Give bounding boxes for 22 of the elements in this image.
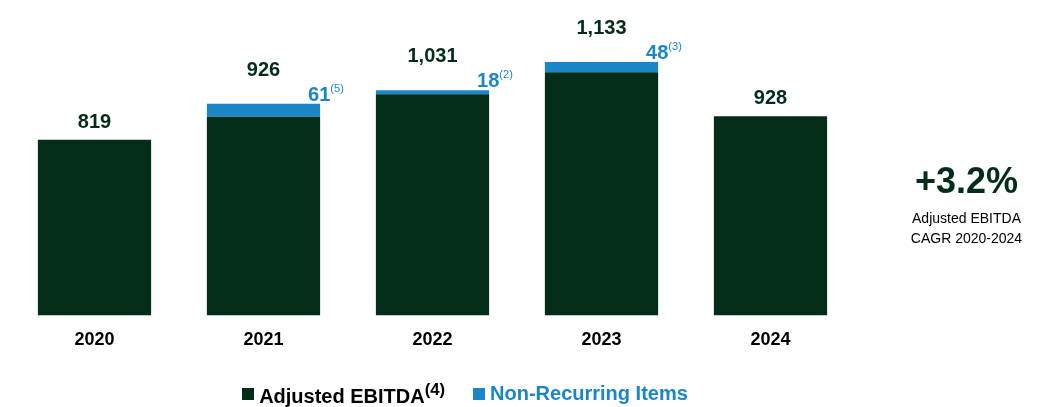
bar — [544, 72, 659, 316]
bar — [544, 62, 659, 73]
bar — [375, 90, 490, 95]
data-label: 819 — [77, 109, 112, 132]
data-label: 1,031 — [407, 44, 458, 67]
x-tick-label: 2022 — [412, 329, 453, 350]
text: +3.2% — [913, 160, 1020, 202]
bar — [713, 116, 828, 316]
bar — [375, 94, 490, 316]
text: Adjusted EBITDA CAGR 2020-2024 — [909, 209, 1024, 248]
x-tick-label: 2023 — [581, 329, 622, 350]
legend-label: Non-Recurring Items — [490, 382, 688, 406]
data-label: 928 — [753, 86, 788, 109]
bar — [37, 139, 152, 316]
data-label: 926 — [246, 57, 281, 80]
legend-label: Adjusted EBITDA$^{(4)}$ — [259, 380, 446, 407]
x-tick-label: 2024 — [750, 329, 791, 350]
x-tick-label: 2020 — [74, 329, 115, 350]
bar — [206, 116, 321, 316]
x-tick-label: 2021 — [243, 329, 284, 350]
bar — [206, 103, 321, 117]
data-label: 1,133 — [576, 16, 627, 38]
